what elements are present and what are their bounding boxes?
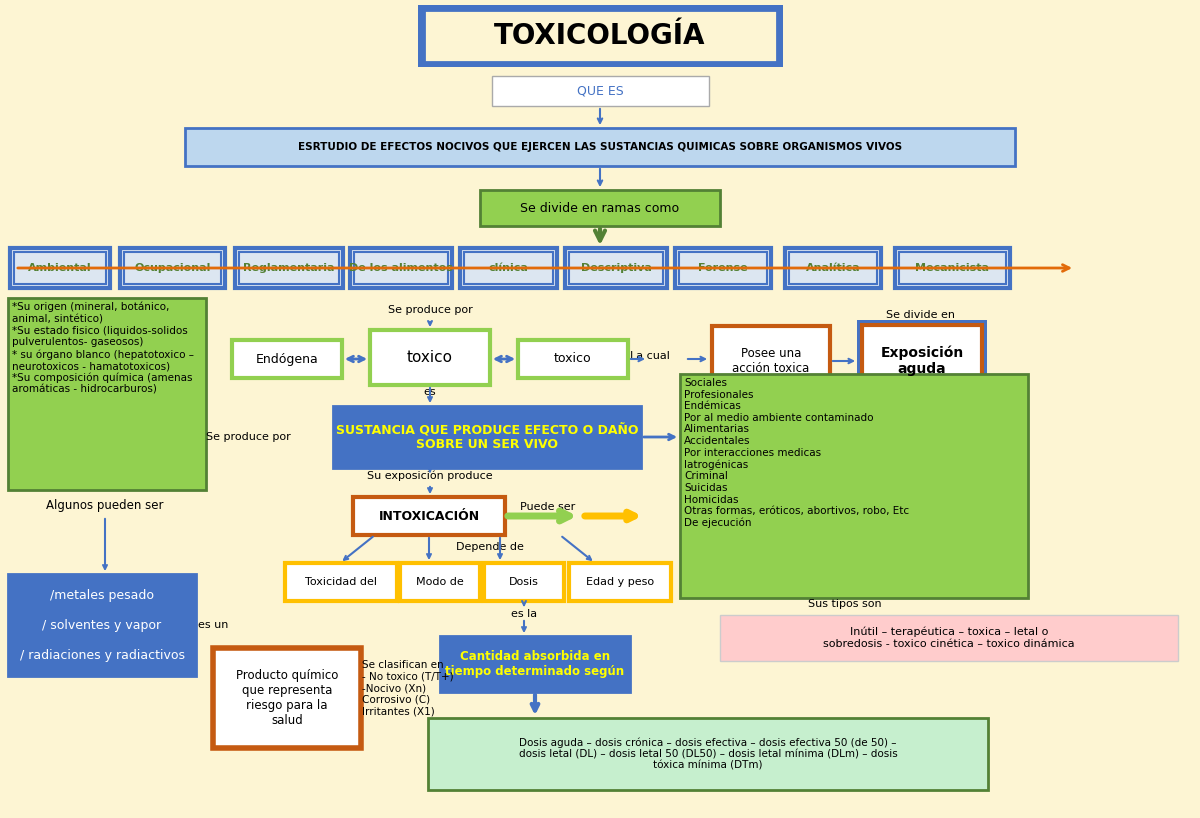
Text: toxico: toxico: [554, 353, 592, 366]
Text: Dosis aguda – dosis crónica – dosis efectiva – dosis efectiva 50 (de 50) –
dosis: Dosis aguda – dosis crónica – dosis efec…: [518, 737, 898, 771]
Bar: [518, 340, 628, 378]
Bar: [354, 252, 448, 284]
Text: Se divide en: Se divide en: [886, 310, 954, 320]
Text: La cual: La cual: [630, 351, 670, 361]
Text: *Su origen (mineral, botánico,
animal, sintético)
*Su estado fisico (liquidos-so: *Su origen (mineral, botánico, animal, s…: [12, 302, 194, 395]
Text: Su exposición produce: Su exposición produce: [367, 470, 493, 481]
Text: Posee una
acción toxica: Posee una acción toxica: [732, 347, 810, 375]
Bar: [232, 340, 342, 378]
Bar: [480, 190, 720, 226]
Text: Descriptiva: Descriptiva: [581, 263, 652, 273]
Text: es: es: [424, 387, 437, 397]
Text: Se produce por: Se produce por: [205, 432, 290, 442]
Text: clínica: clínica: [488, 263, 528, 273]
Text: Sociales
Profesionales
Endémicas
Por al medio ambiente contaminado
Alimentarias
: Sociales Profesionales Endémicas Por al …: [684, 378, 910, 528]
Text: Ocupacional: Ocupacional: [134, 263, 211, 273]
Text: Dosis: Dosis: [509, 577, 539, 587]
Bar: [857, 320, 986, 402]
Bar: [680, 374, 1028, 598]
Bar: [424, 10, 778, 62]
Bar: [862, 325, 982, 397]
Text: TOXICOLOGÍA: TOXICOLOGÍA: [494, 22, 706, 50]
Bar: [8, 574, 196, 676]
Bar: [790, 252, 877, 284]
Bar: [418, 5, 784, 67]
Bar: [712, 326, 830, 396]
Bar: [400, 563, 480, 601]
Bar: [239, 252, 340, 284]
Bar: [895, 248, 1010, 288]
Text: es la: es la: [511, 609, 538, 619]
Text: Sus tipos son: Sus tipos son: [808, 599, 882, 609]
Text: INTOXICACIÓN: INTOXICACIÓN: [378, 510, 480, 523]
Text: Analítica: Analítica: [805, 263, 860, 273]
Bar: [565, 248, 667, 288]
Text: Depende de: Depende de: [456, 542, 524, 552]
Bar: [428, 718, 988, 790]
Text: Cantidad absorbida en
tiempo determinado según: Cantidad absorbida en tiempo determinado…: [445, 650, 624, 678]
Bar: [785, 248, 881, 288]
Text: Forense: Forense: [698, 263, 748, 273]
Text: Se produce por: Se produce por: [388, 305, 473, 315]
Bar: [464, 252, 553, 284]
Bar: [235, 248, 343, 288]
Bar: [14, 252, 106, 284]
Text: Algunos pueden ser: Algunos pueden ser: [47, 500, 163, 513]
Bar: [286, 563, 397, 601]
Bar: [440, 636, 630, 692]
Bar: [370, 330, 490, 385]
Bar: [674, 248, 772, 288]
Bar: [353, 497, 505, 535]
Bar: [185, 128, 1015, 166]
Text: toxico: toxico: [407, 349, 454, 365]
Text: De los alimentos: De los alimentos: [349, 263, 452, 273]
Text: Inútil – terapéutica – toxica – letal o
sobredosis - toxico cinética – toxico di: Inútil – terapéutica – toxica – letal o …: [823, 627, 1075, 649]
Bar: [120, 248, 226, 288]
Text: Reglamentaria: Reglamentaria: [244, 263, 335, 273]
Bar: [334, 406, 641, 468]
Bar: [569, 563, 671, 601]
Text: Se divide en ramas como: Se divide en ramas como: [521, 201, 679, 214]
Text: Exposición
aguda: Exposición aguda: [881, 346, 964, 376]
Bar: [214, 648, 361, 748]
Bar: [460, 248, 557, 288]
Text: QUE ES: QUE ES: [577, 84, 623, 97]
Text: Puede ser: Puede ser: [521, 502, 576, 512]
Text: Edad y peso: Edad y peso: [586, 577, 654, 587]
Text: Ambiental: Ambiental: [28, 263, 92, 273]
Bar: [10, 248, 110, 288]
Text: Producto químico
que representa
riesgo para la
salud: Producto químico que representa riesgo p…: [236, 669, 338, 727]
Bar: [350, 248, 452, 288]
Bar: [899, 252, 1006, 284]
Text: es un: es un: [198, 620, 228, 630]
Bar: [569, 252, 662, 284]
Text: Toxicidad del: Toxicidad del: [305, 577, 377, 587]
Text: Se clasifican en
- No toxico (T/T+)
-Nocivo (Xn)
Corrosivo (C)
Irritantes (X1): Se clasifican en - No toxico (T/T+) -Noc…: [362, 660, 454, 717]
Bar: [679, 252, 767, 284]
Text: SUSTANCIA QUE PRODUCE EFECTO O DAÑO
SOBRE UN SER VIVO: SUSTANCIA QUE PRODUCE EFECTO O DAÑO SOBR…: [336, 423, 638, 452]
Text: Mecanicista: Mecanicista: [916, 263, 990, 273]
Text: /metales pesado

/ solventes y vapor

/ radiaciones y radiactivos: /metales pesado / solventes y vapor / ra…: [19, 588, 185, 662]
Text: Modo de: Modo de: [416, 577, 464, 587]
Bar: [8, 298, 206, 490]
Bar: [124, 252, 221, 284]
Bar: [492, 76, 709, 106]
Bar: [720, 615, 1178, 661]
Text: Endógena: Endógena: [256, 353, 318, 366]
Bar: [484, 563, 564, 601]
Text: ESRTUDIO DE EFECTOS NOCIVOS QUE EJERCEN LAS SUSTANCIAS QUIMICAS SOBRE ORGANISMOS: ESRTUDIO DE EFECTOS NOCIVOS QUE EJERCEN …: [298, 142, 902, 152]
